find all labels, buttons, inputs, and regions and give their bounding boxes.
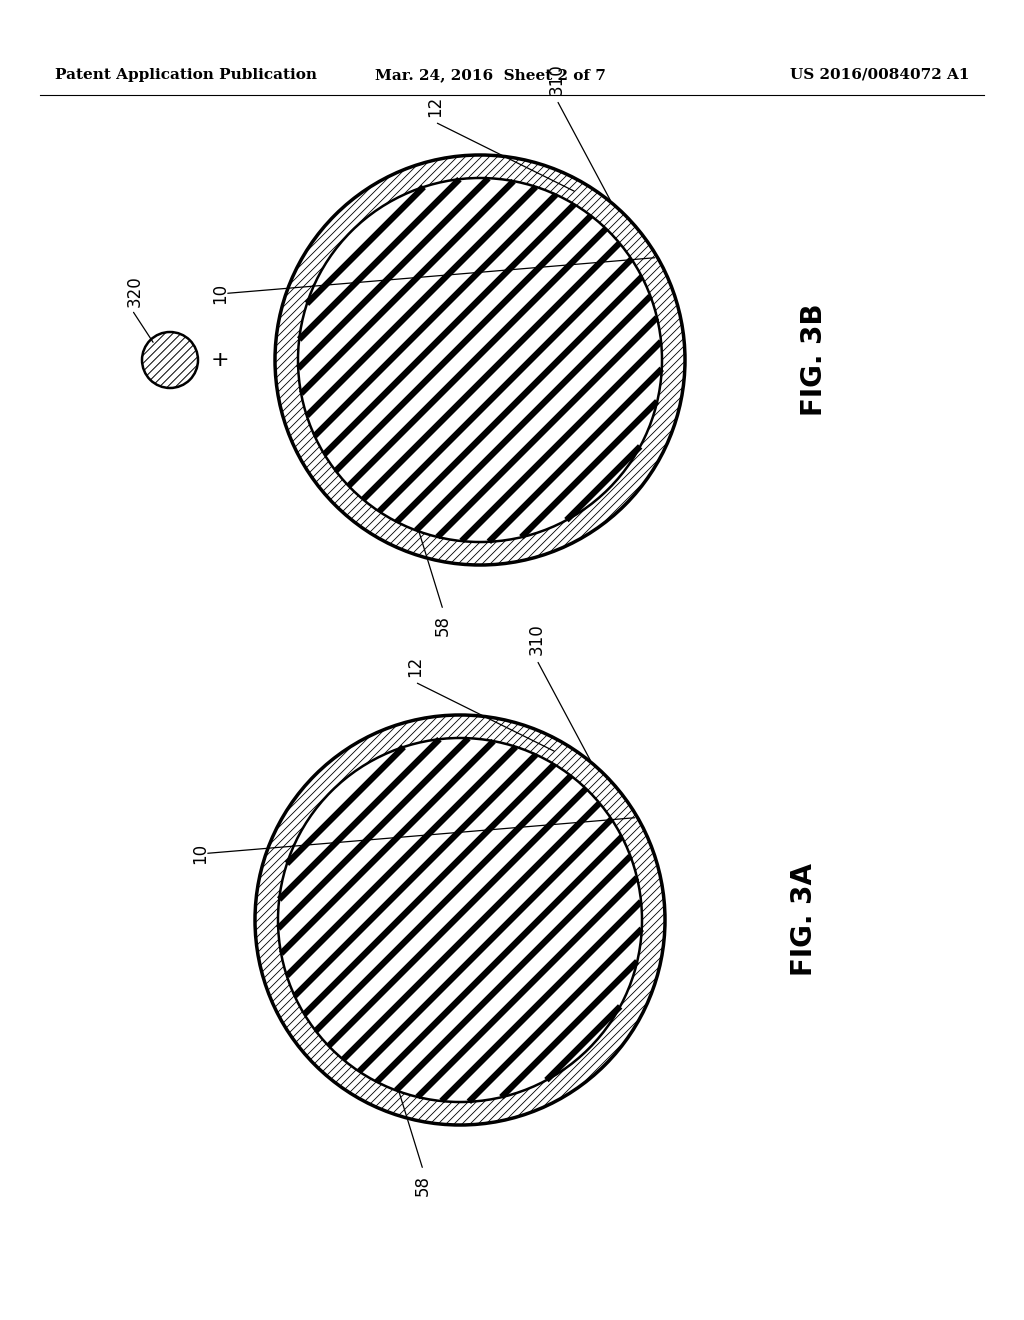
Text: FIG. 3A: FIG. 3A <box>790 863 818 977</box>
Text: Patent Application Publication: Patent Application Publication <box>55 69 317 82</box>
Text: +: + <box>211 350 229 370</box>
Text: 58: 58 <box>434 615 453 636</box>
Text: Mar. 24, 2016  Sheet 2 of 7: Mar. 24, 2016 Sheet 2 of 7 <box>375 69 605 82</box>
Text: 12: 12 <box>406 656 424 677</box>
Text: 310: 310 <box>527 623 546 655</box>
Circle shape <box>275 154 685 565</box>
Text: 310: 310 <box>548 63 565 95</box>
Text: 58: 58 <box>414 1175 432 1196</box>
Circle shape <box>255 715 665 1125</box>
Text: US 2016/0084072 A1: US 2016/0084072 A1 <box>791 69 970 82</box>
Circle shape <box>298 178 662 543</box>
Circle shape <box>278 738 642 1102</box>
Text: FIG. 3B: FIG. 3B <box>800 304 828 416</box>
Text: 320: 320 <box>126 276 144 308</box>
Circle shape <box>142 333 198 388</box>
Text: 12: 12 <box>426 96 443 117</box>
Text: 10: 10 <box>191 843 209 865</box>
Text: 10: 10 <box>211 282 229 304</box>
